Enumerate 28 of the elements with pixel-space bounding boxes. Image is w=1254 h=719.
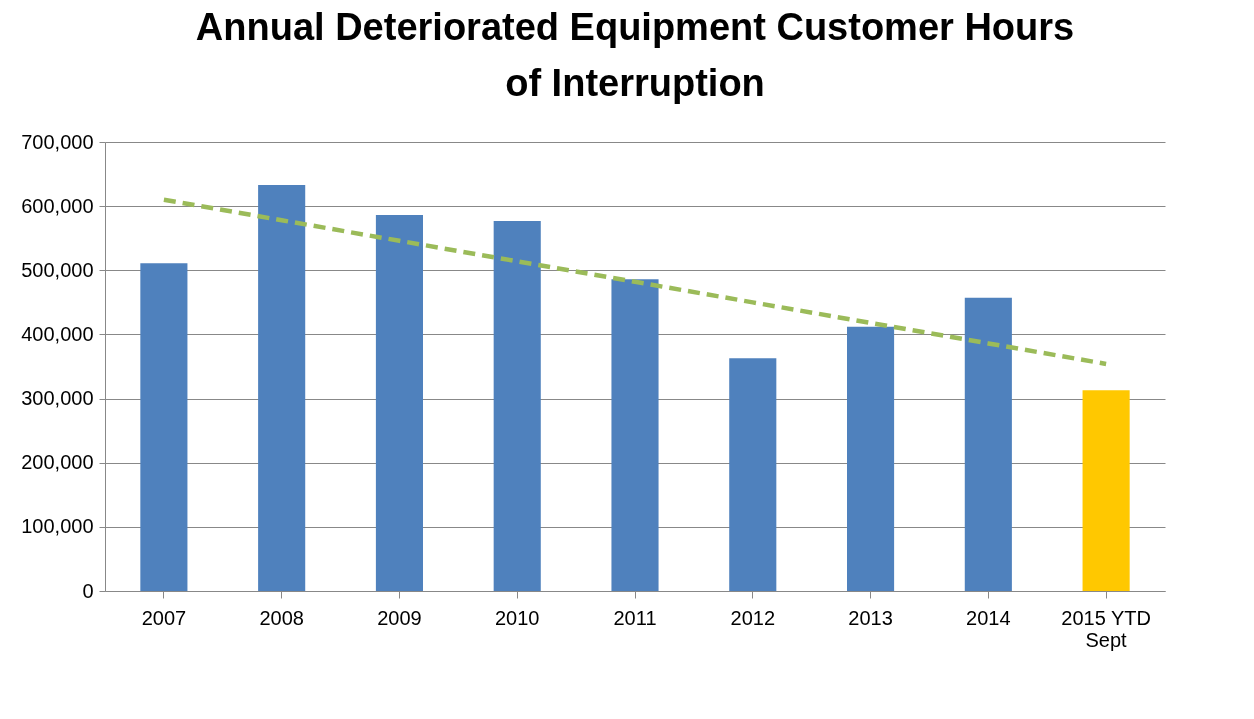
bar [258, 184, 306, 591]
x-tick-label: 2009 [377, 606, 422, 629]
x-tick-label: 2011 [613, 606, 657, 629]
y-tick-label: 300,000 [21, 387, 94, 410]
line-series [161, 197, 1109, 367]
bar [375, 215, 423, 591]
x-tick-label: 2008 [259, 606, 304, 629]
bar [611, 279, 659, 591]
y-tick-label: 0 [82, 579, 94, 602]
y-tick-label: 700,000 [21, 130, 94, 153]
y-tick-label: 500,000 [21, 258, 94, 281]
y-tick-label: 200,000 [21, 451, 94, 474]
y-tick-label: 400,000 [21, 322, 94, 345]
x-tick-label: 2014 [966, 606, 1011, 629]
bar [729, 358, 777, 591]
chart-title: Annual Deteriorated Equipment Customer Hours of Interruption [195, 6, 1075, 104]
bar [140, 263, 188, 591]
y-tick-label: 100,000 [21, 515, 94, 538]
x-tick-label: 2013 [848, 606, 893, 629]
x-tick-label: 2010 [494, 606, 540, 629]
bar [847, 326, 895, 591]
x-tick-label: 2007 [141, 606, 187, 629]
x-tick-label: 2012 [730, 606, 776, 629]
y-tick-label: 600,000 [21, 194, 94, 217]
bar [1082, 390, 1130, 591]
bar [493, 220, 541, 591]
x-tick-label: 2015 YTD Sept [1061, 606, 1151, 651]
bar [964, 297, 1012, 591]
